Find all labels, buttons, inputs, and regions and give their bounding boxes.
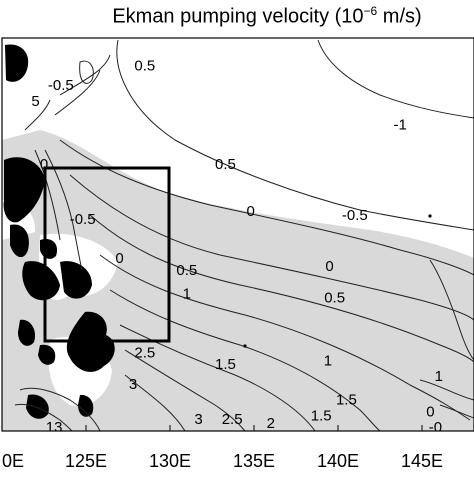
contour-label: 3	[129, 376, 137, 393]
contour-label: 2.5	[134, 344, 155, 361]
contour-line	[79, 60, 94, 84]
contour-label: 1.5	[311, 407, 332, 424]
contour-line	[439, 404, 474, 419]
chart-title: Ekman pumping velocity (10−6 m/s)	[60, 4, 474, 29]
contour-label: 0	[426, 403, 434, 420]
contour-label: 13	[46, 419, 63, 436]
land-mass	[10, 224, 29, 258]
contour-label: -1	[393, 116, 406, 133]
plot-frame	[1, 37, 474, 432]
chart-title-main: Ekman pumping velocity (10	[112, 5, 364, 28]
contour-label-layer: 0.5 -0.5 5 -1 0.5 0 0 -0.5 -0.5 0 0 0.5 1 0.5 1.5 1 2.5 3…	[31, 58, 443, 436]
land-mass	[3, 157, 45, 223]
contour-label: 0.5	[176, 262, 197, 279]
land-mass	[22, 261, 60, 301]
contour-line	[34, 149, 61, 241]
land-mass	[38, 344, 56, 365]
contour-label: 2	[267, 415, 275, 432]
contour-line	[59, 54, 111, 96]
contour-lines	[14, 39, 474, 431]
land-mass	[60, 261, 92, 299]
contour-label: 0	[325, 258, 333, 275]
contour-label: 5	[31, 93, 39, 110]
contour-label: 1	[324, 352, 332, 369]
contour-line	[59, 139, 474, 276]
contour-label: -0.5	[342, 207, 368, 224]
x-axis: 0E 125E 130E 135E 140E 145E	[1, 425, 443, 471]
contour-label: 0	[40, 156, 48, 173]
land-mass	[78, 394, 94, 417]
contour-line	[317, 39, 474, 119]
contour-line	[14, 403, 73, 431]
contour-label: -0.5	[70, 211, 96, 228]
chart-title-unit: m/s)	[377, 5, 422, 28]
x-tick-label: 130E	[149, 451, 191, 471]
contour-line	[54, 69, 101, 116]
contour-label: -0	[429, 419, 442, 436]
contour-label: 1.5	[215, 356, 236, 373]
contour-label: 0.5	[134, 58, 155, 75]
x-tick-label: 0E	[2, 451, 24, 471]
x-tick-label: 140E	[317, 451, 359, 471]
contour-line	[116, 39, 474, 231]
contour-label: -0.5	[48, 77, 74, 94]
contour-marker-dot	[243, 344, 247, 348]
contour-line	[124, 374, 186, 431]
contour-line	[419, 379, 474, 401]
contour-label: 3	[194, 411, 202, 428]
contour-label: 0	[246, 203, 254, 220]
x-tick-label: 145E	[401, 451, 443, 471]
chart-title-exponent: −6	[363, 4, 378, 18]
contour-marker-dot	[428, 214, 432, 218]
contour-label: 0.5	[324, 289, 345, 306]
land-mass	[5, 44, 29, 82]
contour-line	[124, 349, 246, 431]
contour-line	[44, 149, 83, 271]
contour-label: 1	[435, 368, 443, 385]
x-tick-label: 135E	[233, 451, 275, 471]
land-mass	[18, 319, 36, 346]
contour-label: 0.5	[215, 156, 236, 173]
analysis-box	[43, 166, 171, 343]
contour-label: 1	[183, 285, 191, 302]
contour-label: 0	[115, 250, 123, 267]
x-tick-label: 125E	[65, 451, 107, 471]
contour-line	[69, 174, 474, 321]
contour-line	[99, 254, 471, 421]
contour-line	[89, 214, 474, 363]
contour-line	[24, 99, 51, 131]
contour-line	[429, 259, 474, 361]
contour-line	[109, 289, 381, 431]
contour-label: 1.5	[336, 392, 357, 409]
contour-line	[19, 387, 101, 431]
contour-label: 2.5	[222, 411, 243, 428]
land-mass	[26, 394, 49, 419]
